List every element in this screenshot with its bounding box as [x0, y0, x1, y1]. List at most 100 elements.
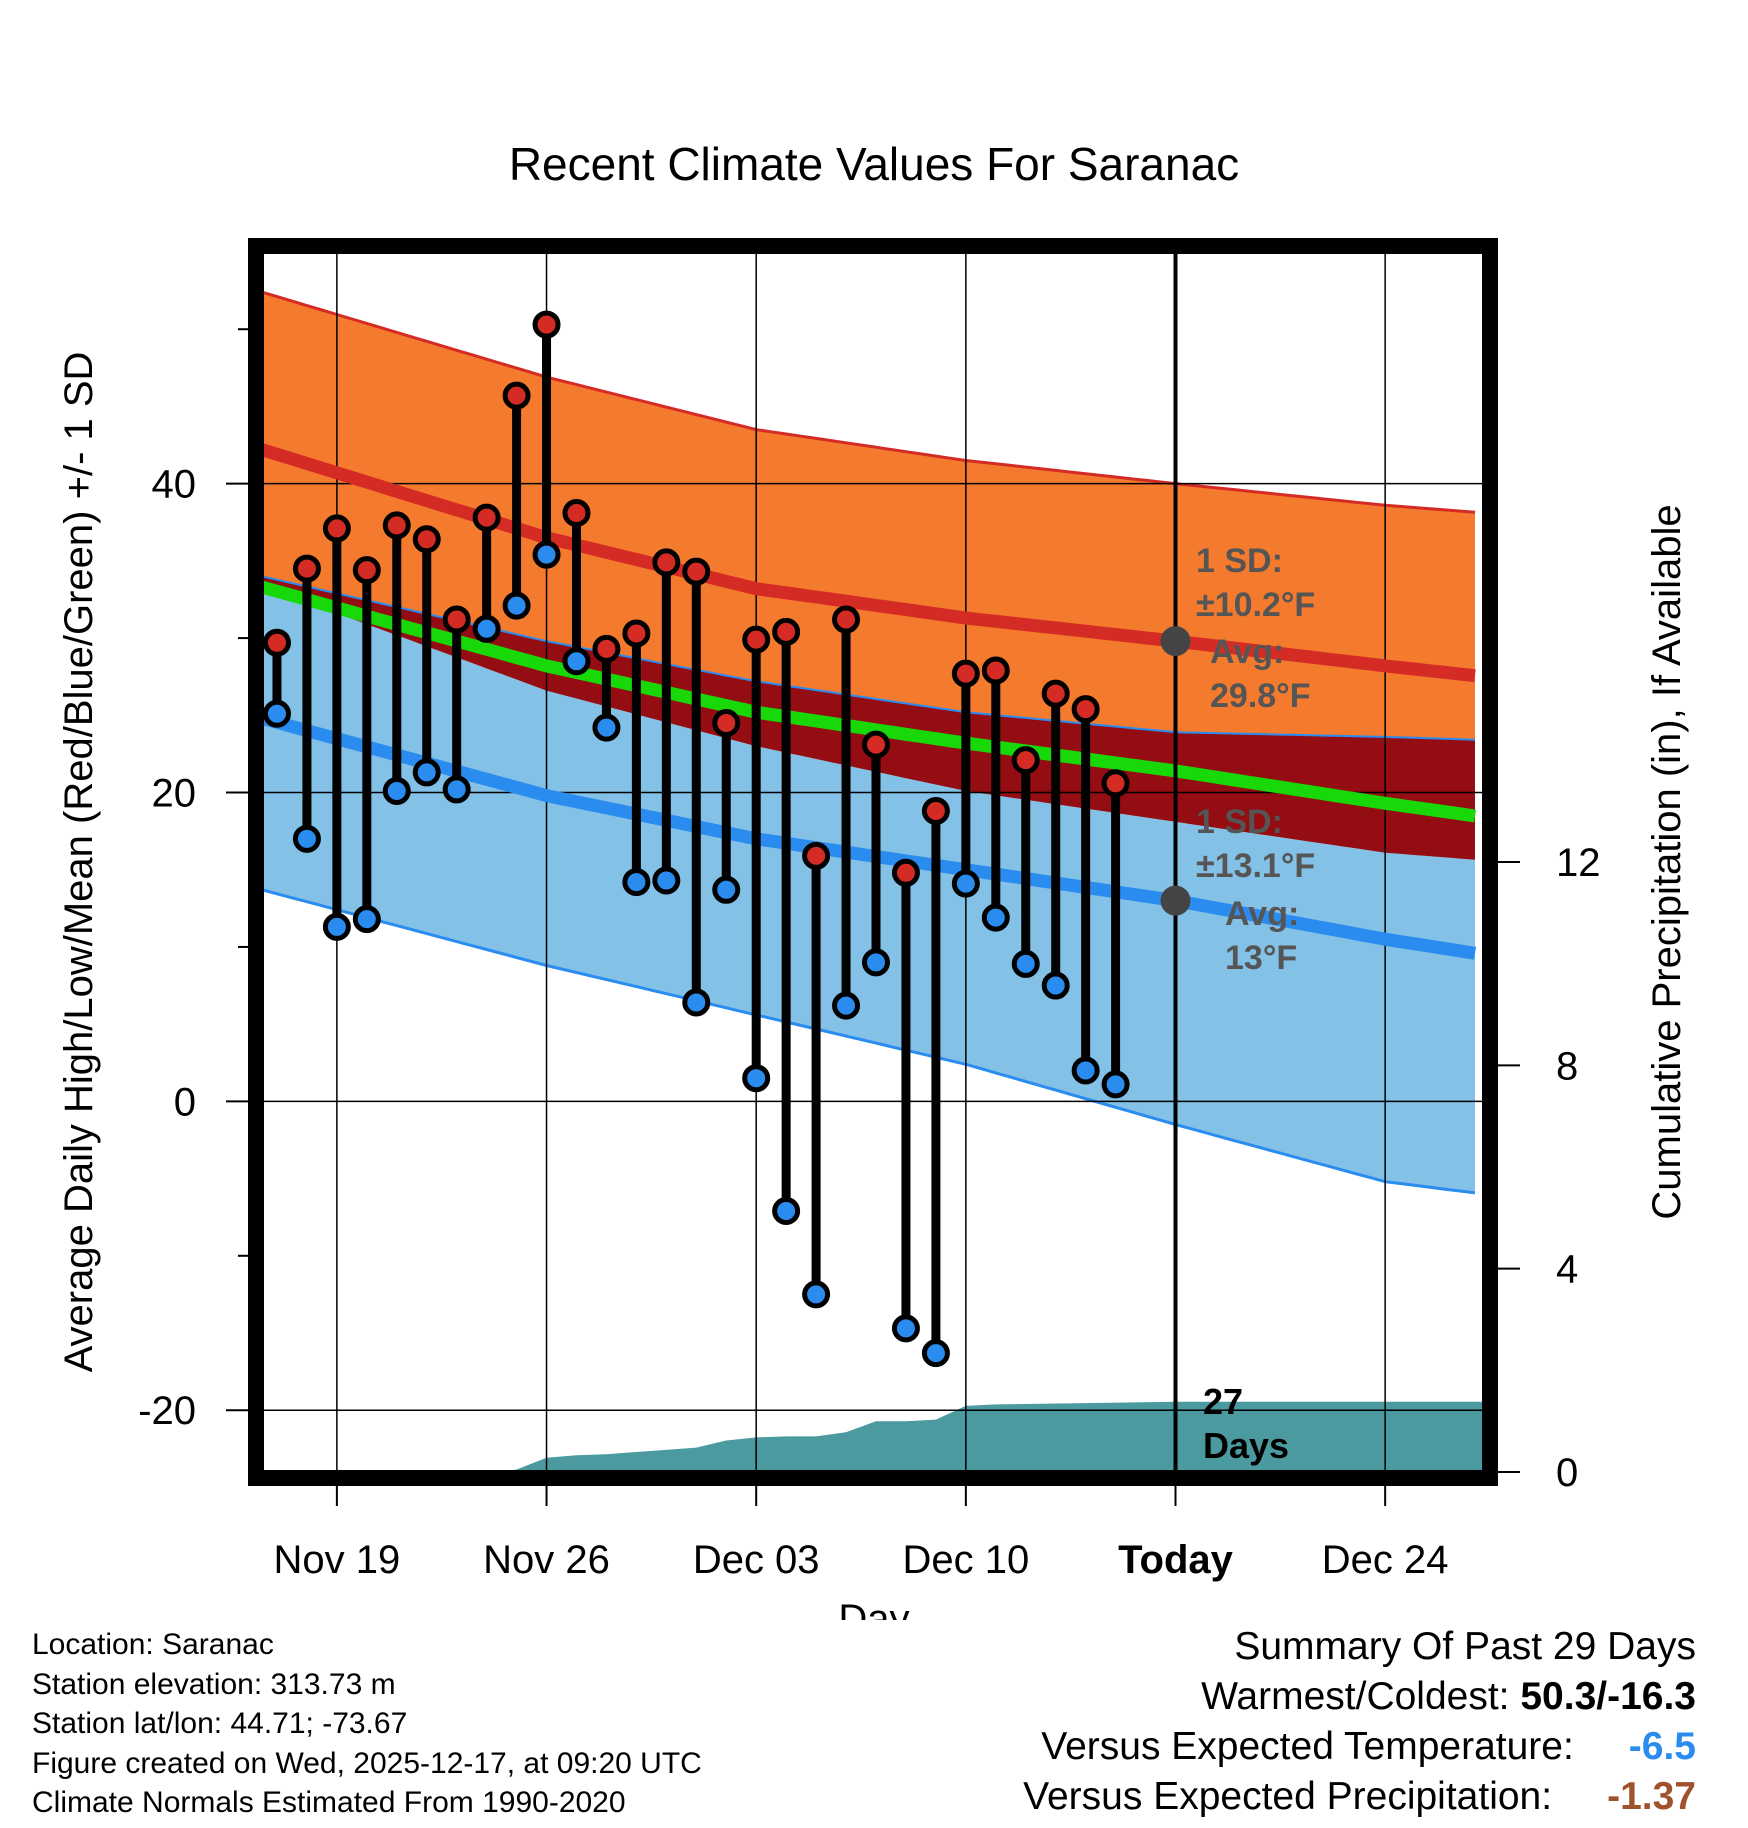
low-temp-point [262, 699, 291, 728]
observations [262, 310, 1130, 1368]
low-temp-point [622, 868, 651, 897]
low-temp-point [1011, 949, 1040, 978]
low-temp-point [352, 905, 381, 934]
low-avg-marker [1160, 885, 1191, 916]
normal-lines [260, 252, 1477, 1472]
y-right-tick-label: 12 [1556, 841, 1601, 885]
high-temp-point [262, 628, 291, 657]
chart-title: Recent Climate Values For Saranac [509, 138, 1239, 190]
station-info: Location: Saranac Station elevation: 313… [32, 1625, 702, 1823]
high-temp-point [832, 605, 861, 634]
high-avg-value: 29.8°F [1210, 677, 1311, 715]
x-tick-label: Dec 24 [1322, 1538, 1449, 1582]
low-temp-point [502, 591, 531, 620]
high-temp-point [382, 511, 411, 540]
low-sd-label: 1 SD: [1196, 803, 1283, 841]
low-temp-point [712, 875, 741, 904]
high-temp-point [352, 556, 381, 585]
high-temp-point [712, 709, 741, 738]
high-upper-edge [261, 290, 1476, 514]
high-temp-point [622, 619, 651, 648]
warmest-coldest-label: Warmest/Coldest: [1201, 1675, 1521, 1718]
high-temp-point [562, 498, 591, 527]
high-temp-point [442, 605, 471, 634]
overlap-band [262, 576, 1475, 860]
low-avg-value: 13°F [1225, 939, 1297, 977]
high-temp-point [592, 634, 621, 663]
low-sd-value: ±13.1°F [1196, 847, 1315, 885]
high-temp-point [652, 548, 681, 577]
low-temp-point [951, 869, 980, 898]
y-left-axis-label: Average Daily High/Low/Mean (Red/Blue/Gr… [57, 352, 101, 1373]
high-temp-point [951, 659, 980, 688]
x-tick-label: Dec 10 [902, 1538, 1029, 1582]
climate-chart: Recent Climate Values For Saranac 1 SD: ±… [57, 138, 1689, 1620]
low-temp-point [1041, 971, 1070, 1000]
y-left-tick-label: 40 [152, 463, 197, 507]
axes: -20 0 20 40 0 4 8 12 Nov 19 Nov 26 Dec 03 Dec 10 Tod… [57, 328, 1689, 1620]
low-temp-point [981, 903, 1010, 932]
high-temp-point [1101, 769, 1130, 798]
low-temp-point [861, 948, 890, 977]
y-right-tick-label: 0 [1556, 1451, 1578, 1495]
high-temp-point [981, 656, 1010, 685]
low-sd-band [262, 585, 1475, 1193]
x-tick-label: Dec 03 [693, 1538, 820, 1582]
low-temp-point [292, 824, 321, 853]
low-temp-point [322, 912, 351, 941]
low-temp-point [891, 1314, 920, 1343]
low-temp-point [802, 1280, 831, 1309]
high-temp-point [532, 310, 561, 339]
precip-vs-expected-row: Versus Expected Precipitation: -1.37 [1023, 1772, 1696, 1822]
low-temp-point [442, 775, 471, 804]
low-temp-point [832, 991, 861, 1020]
high-avg-label: Avg: [1210, 633, 1284, 671]
high-avg-marker [1160, 626, 1191, 657]
low-temp-point [382, 776, 411, 805]
high-temp-point [802, 841, 831, 870]
high-sd-label: 1 SD: [1196, 542, 1283, 580]
days-count: 27 [1203, 1381, 1243, 1422]
latlon-text: Station lat/lon: 44.71; -73.67 [32, 1707, 408, 1740]
low-mean-line [260, 712, 1477, 960]
days-label: Days [1203, 1425, 1289, 1466]
elevation-text: Station elevation: 313.73 m [32, 1667, 396, 1701]
high-temp-point [322, 514, 351, 543]
temp-vs-expected-label: Versus Expected Temperature: [1041, 1725, 1574, 1768]
location-text: Location: Saranac [32, 1628, 274, 1661]
precip-cumulative-area [262, 1401, 1484, 1472]
summary-title: Summary Of Past 29 Days [1234, 1625, 1696, 1668]
high-temp-point [1041, 679, 1070, 708]
y-right-tick-label: 8 [1556, 1044, 1578, 1088]
x-tick-label: Nov 26 [483, 1538, 610, 1582]
y-left-tick-label: -20 [138, 1389, 196, 1433]
low-temp-point [472, 614, 501, 643]
precip-vs-expected-value: -1.37 [1607, 1775, 1696, 1818]
high-temp-point [742, 625, 771, 654]
high-temp-point [921, 797, 950, 826]
high-sd-value: ±10.2°F [1196, 586, 1315, 624]
low-temp-point [921, 1339, 950, 1368]
high-temp-point [292, 554, 321, 583]
temp-vs-expected-row: Versus Expected Temperature: -6.5 [1023, 1722, 1696, 1772]
summary-panel: Summary Of Past 29 Days Warmest/Coldest:… [1023, 1622, 1696, 1822]
low-lower-edge [261, 888, 1476, 1195]
low-temp-point [682, 988, 711, 1017]
y-right-tick-label: 4 [1556, 1248, 1578, 1292]
low-temp-point [592, 713, 621, 742]
created-text: Figure created on Wed, 2025-12-17, at 09… [32, 1746, 702, 1780]
low-temp-point [532, 540, 561, 569]
low-avg-label: Avg: [1225, 895, 1299, 933]
high-temp-point [412, 525, 441, 554]
high-temp-point [861, 730, 890, 759]
y-left-tick-label: 20 [152, 772, 197, 816]
annotations: 1 SD: ±10.2°F Avg: 29.8°F 1 SD: ±13.1°F Avg: 13… [1160, 542, 1315, 1466]
low-temp-point [1101, 1070, 1130, 1099]
x-tick-label: Nov 19 [274, 1538, 401, 1582]
high-temp-point [772, 617, 801, 646]
high-temp-point [472, 503, 501, 532]
low-temp-point [742, 1064, 771, 1093]
warmest-coldest-row: Warmest/Coldest: 50.3/-16.3 [1023, 1672, 1696, 1722]
mean-line [260, 580, 1476, 823]
high-temp-point [1011, 746, 1040, 775]
